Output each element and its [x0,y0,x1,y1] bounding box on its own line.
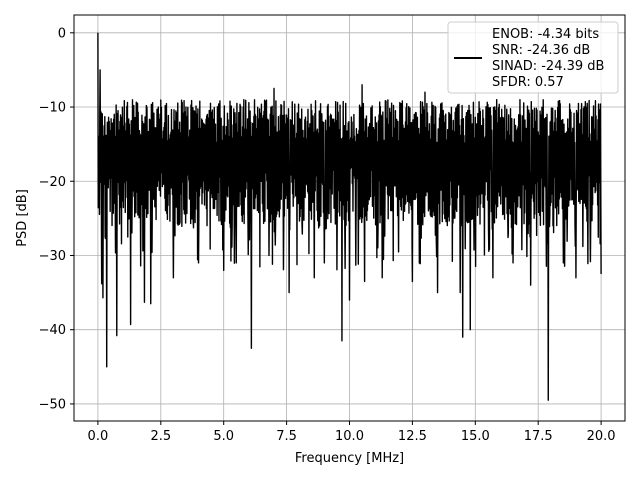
plot-area [97,32,602,401]
axis-ticks: 0.0 2.5 5.0 7.5 10.0 12.5 15.0 17.5 20.0 0 −10 −20 −… [39,26,616,444]
legend-box [447,21,619,94]
legend-entry-text: SINAD: -24.39 dB [492,59,604,74]
psd-series-line [97,32,602,401]
x-tick-label: 7.5 [276,429,297,444]
y-axis-label: PSD [dB] [15,189,30,247]
x-tick-label: 17.5 [524,429,553,444]
x-tick-label: 15.0 [461,429,490,444]
x-tick-label: 20.0 [587,429,616,444]
x-tick-label: 2.5 [150,429,171,444]
y-tick-label: −30 [39,249,66,264]
y-tick-label: −40 [39,323,66,338]
legend-entry-text: SFDR: 0.57 [492,75,564,90]
x-tick-label: 12.5 [398,429,427,444]
legend-entry-text: ENOB: -4.34 bits [492,27,599,42]
x-axis-label: Frequency [MHz] [295,451,404,466]
y-tick-label: −50 [39,397,66,412]
x-tick-label: 0.0 [88,429,109,444]
y-tick-label: 0 [58,26,66,41]
x-tick-label: 10.0 [335,429,364,444]
y-tick-label: −20 [39,175,66,190]
y-tick-label: −10 [39,101,66,116]
x-tick-label: 5.0 [213,429,234,444]
legend-entry-text: SNR: -24.36 dB [492,43,590,58]
